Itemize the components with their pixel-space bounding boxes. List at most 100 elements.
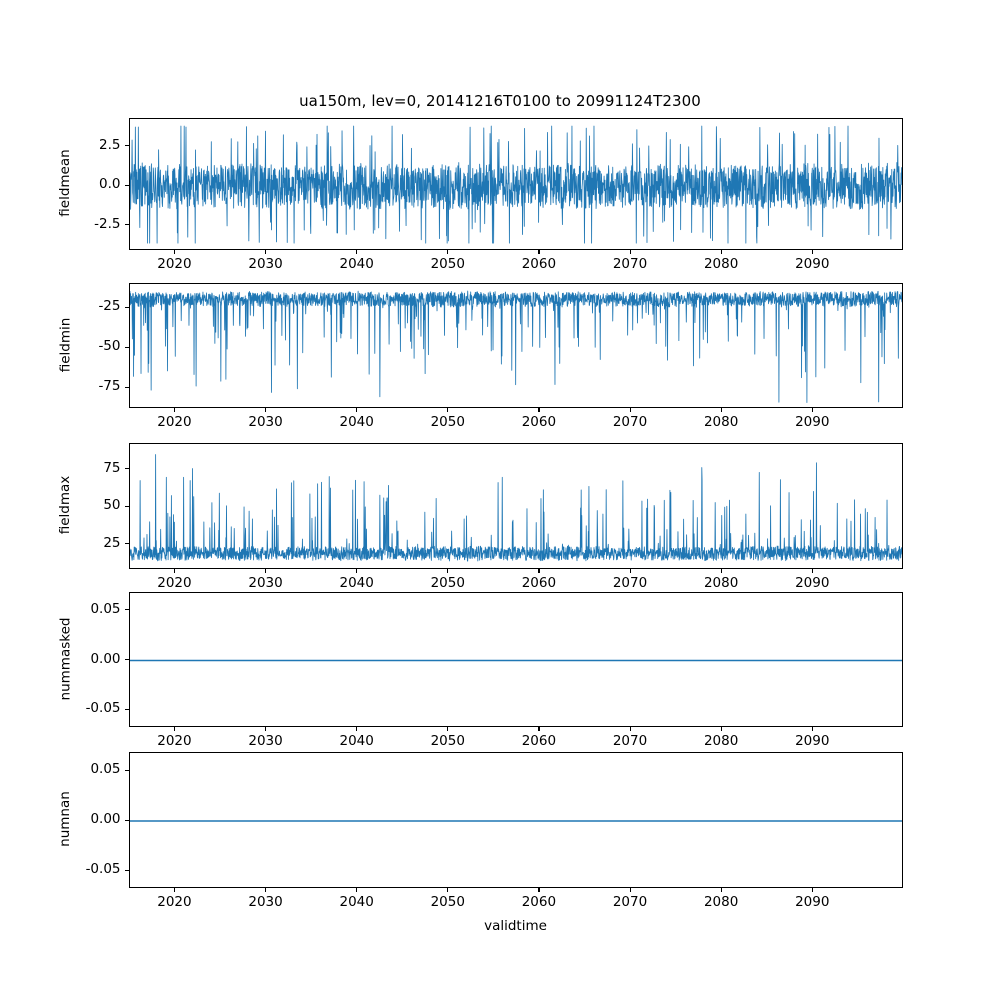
ytick-label-nummasked-0: 0.05 bbox=[90, 600, 121, 617]
xtick-mark-fieldmean-0 bbox=[173, 250, 176, 254]
xtick-label-nummasked-0: 2020 bbox=[157, 733, 192, 749]
ytick-mark-nummasked-1 bbox=[124, 659, 129, 661]
xtick-mark-nummasked-2 bbox=[356, 727, 358, 731]
xtick-label-fieldmax-2: 2040 bbox=[339, 575, 374, 591]
xtick-label-fieldmin-1: 2030 bbox=[248, 414, 283, 430]
xtick-mark-fieldmean-4 bbox=[538, 250, 540, 254]
series-numnan bbox=[129, 820, 902, 822]
xtick-label-numnan-3: 2050 bbox=[430, 894, 465, 910]
xtick-mark-nummasked-3 bbox=[447, 727, 449, 731]
ytick-label-nummasked-2: -0.05 bbox=[85, 700, 121, 717]
xtick-label-fieldmean-6: 2080 bbox=[703, 256, 739, 272]
xtick-label-numnan-7: 2090 bbox=[795, 894, 830, 910]
xtick-mark-fieldmax-1 bbox=[265, 569, 267, 573]
xaxis-label: validtime bbox=[484, 918, 547, 934]
xtick-mark-fieldmax-2 bbox=[356, 569, 358, 573]
xtick-mark-numnan-1 bbox=[265, 888, 267, 892]
xtick-mark-numnan-4 bbox=[538, 888, 540, 892]
ytick-mark-numnan-2 bbox=[124, 869, 129, 871]
ytick-label-fieldmin-2: -75 bbox=[98, 378, 121, 395]
series-nummasked bbox=[129, 659, 902, 662]
subplot-fieldmin bbox=[128, 283, 903, 408]
ytick-mark-fieldmean-1 bbox=[124, 184, 129, 186]
figure-title: ua150m, lev=0, 20141216T0100 to 20991124… bbox=[299, 92, 701, 110]
xtick-label-numnan-0: 2020 bbox=[157, 894, 192, 910]
xtick-mark-fieldmin-1 bbox=[265, 408, 267, 412]
xtick-label-fieldmin-7: 2090 bbox=[795, 414, 830, 430]
ytick-label-fieldmin-0: -25 bbox=[98, 298, 121, 315]
xtick-label-fieldmax-6: 2080 bbox=[703, 575, 739, 591]
xtick-mark-fieldmax-5 bbox=[629, 569, 631, 573]
xtick-label-numnan-5: 2070 bbox=[612, 894, 648, 910]
xtick-label-fieldmean-3: 2050 bbox=[430, 256, 465, 272]
xtick-mark-fieldmax-3 bbox=[447, 569, 449, 573]
ytick-mark-fieldmean-2 bbox=[124, 224, 129, 226]
series-fieldmax bbox=[129, 454, 902, 562]
xtick-mark-fieldmean-6 bbox=[720, 250, 722, 254]
xtick-label-fieldmean-2: 2040 bbox=[339, 256, 374, 272]
ytick-mark-fieldmean-0 bbox=[124, 145, 129, 147]
xtick-label-nummasked-1: 2030 bbox=[248, 733, 283, 749]
xtick-mark-fieldmin-0 bbox=[173, 408, 176, 412]
xtick-label-numnan-1: 2030 bbox=[248, 894, 283, 910]
xtick-mark-fieldmin-7 bbox=[811, 408, 813, 412]
ytick-label-fieldmean-2: -2.5 bbox=[94, 215, 121, 232]
ytick-label-fieldmax-0: 75 bbox=[103, 459, 121, 476]
xtick-mark-fieldmax-7 bbox=[811, 569, 813, 573]
xtick-mark-fieldmean-3 bbox=[447, 250, 449, 254]
xtick-mark-nummasked-7 bbox=[811, 727, 813, 731]
xtick-mark-fieldmax-0 bbox=[173, 569, 176, 573]
xtick-mark-nummasked-4 bbox=[538, 727, 540, 731]
xtick-label-fieldmin-5: 2070 bbox=[612, 414, 648, 430]
xtick-mark-fieldmean-7 bbox=[811, 250, 813, 254]
xtick-label-fieldmean-1: 2030 bbox=[248, 256, 283, 272]
xtick-label-nummasked-3: 2050 bbox=[430, 733, 465, 749]
ytick-mark-fieldmax-0 bbox=[124, 468, 129, 470]
xtick-mark-fieldmin-2 bbox=[356, 408, 358, 412]
xtick-mark-fieldmean-1 bbox=[265, 250, 267, 254]
xtick-label-nummasked-6: 2080 bbox=[703, 733, 739, 749]
xtick-label-nummasked-4: 2060 bbox=[521, 733, 557, 749]
xtick-label-fieldmax-7: 2090 bbox=[795, 575, 830, 591]
xtick-label-fieldmin-0: 2020 bbox=[157, 414, 192, 430]
xtick-label-fieldmin-3: 2050 bbox=[430, 414, 465, 430]
ytick-label-fieldmin-1: -50 bbox=[98, 338, 121, 355]
xtick-mark-fieldmean-5 bbox=[629, 250, 631, 254]
series-fieldmin bbox=[129, 290, 902, 403]
subplot-fieldmax bbox=[128, 443, 903, 569]
xtick-mark-numnan-5 bbox=[629, 888, 631, 892]
ytick-label-numnan-0: 0.05 bbox=[90, 761, 121, 777]
xtick-mark-nummasked-1 bbox=[265, 727, 267, 731]
xtick-mark-fieldmean-2 bbox=[356, 250, 358, 254]
xtick-label-fieldmin-6: 2080 bbox=[703, 414, 739, 430]
ytick-mark-fieldmin-2 bbox=[124, 386, 129, 388]
xtick-label-fieldmax-1: 2030 bbox=[248, 575, 283, 591]
xtick-label-nummasked-5: 2070 bbox=[612, 733, 648, 749]
xtick-mark-fieldmin-4 bbox=[538, 408, 540, 412]
xtick-mark-fieldmin-5 bbox=[629, 408, 631, 412]
ytick-mark-fieldmax-2 bbox=[124, 543, 129, 545]
xtick-label-fieldmin-4: 2060 bbox=[521, 414, 557, 430]
ytick-mark-fieldmin-1 bbox=[124, 346, 129, 348]
xtick-mark-nummasked-5 bbox=[629, 727, 631, 731]
ytick-label-fieldmean-0: 2.5 bbox=[99, 136, 121, 153]
xtick-mark-fieldmax-6 bbox=[720, 569, 722, 573]
ytick-mark-fieldmax-1 bbox=[124, 505, 129, 507]
xtick-mark-numnan-7 bbox=[811, 888, 813, 892]
xtick-mark-numnan-6 bbox=[720, 888, 722, 892]
ytick-label-numnan-2: -0.05 bbox=[85, 861, 121, 877]
ytick-label-fieldmax-2: 25 bbox=[103, 534, 121, 551]
xtick-label-numnan-6: 2080 bbox=[703, 894, 739, 910]
xtick-label-fieldmean-7: 2090 bbox=[795, 256, 830, 272]
xtick-mark-nummasked-6 bbox=[720, 727, 722, 731]
ytick-label-fieldmax-1: 50 bbox=[103, 497, 121, 513]
ytick-mark-fieldmin-0 bbox=[124, 306, 129, 308]
subplot-numnan bbox=[128, 752, 903, 888]
xtick-mark-numnan-3 bbox=[447, 888, 449, 892]
series-fieldmean bbox=[129, 125, 902, 244]
ytick-mark-numnan-1 bbox=[124, 819, 129, 821]
ytick-mark-nummasked-2 bbox=[124, 708, 129, 710]
xtick-label-nummasked-7: 2090 bbox=[795, 733, 830, 749]
xtick-mark-fieldmin-6 bbox=[720, 408, 722, 412]
